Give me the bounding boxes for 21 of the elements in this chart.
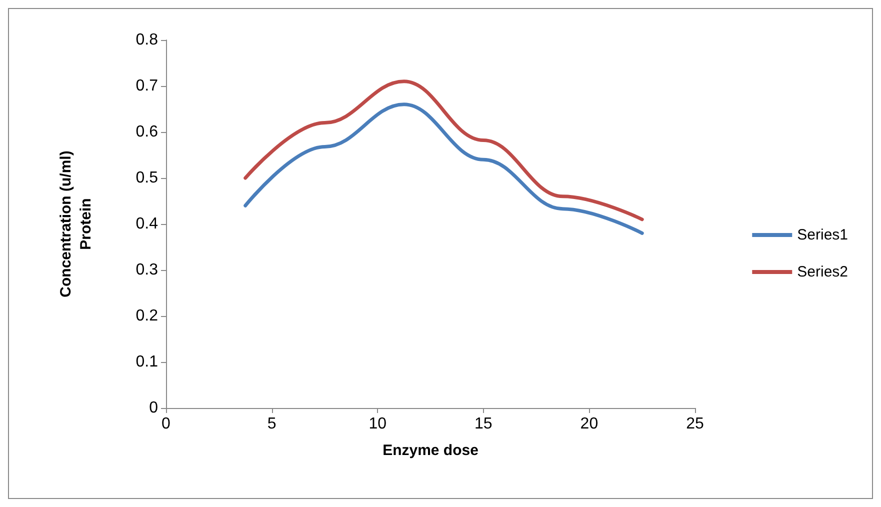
x-tick-label: 5 (267, 416, 276, 432)
y-axis-title: Concentration (u/ml) Protein (58, 150, 94, 298)
legend-label: Series2 (797, 264, 848, 280)
x-tick-label: 15 (474, 416, 492, 432)
y-tick-label: 0.6 (136, 124, 158, 140)
x-tick-label: 20 (580, 416, 598, 432)
x-tick-label: 10 (368, 416, 387, 432)
y-tick-label: 0.3 (136, 262, 158, 278)
x-axis-title: Enzyme dose (382, 442, 478, 459)
y-tick-label: 0 (149, 400, 158, 416)
y-tick-label: 0.8 (136, 32, 158, 48)
line-series (244, 102, 644, 235)
y-tick-label: 0.4 (136, 216, 158, 232)
x-tick-label: 25 (686, 416, 704, 432)
y-tick-label: 0.5 (136, 170, 158, 186)
y-tick-label: 0.2 (136, 308, 158, 324)
y-tick-label: 0.1 (136, 354, 158, 370)
x-tick-label: 0 (162, 416, 171, 432)
legend-label: Series1 (797, 226, 848, 244)
line-series (244, 80, 644, 222)
y-tick-label: 0.7 (136, 78, 158, 94)
